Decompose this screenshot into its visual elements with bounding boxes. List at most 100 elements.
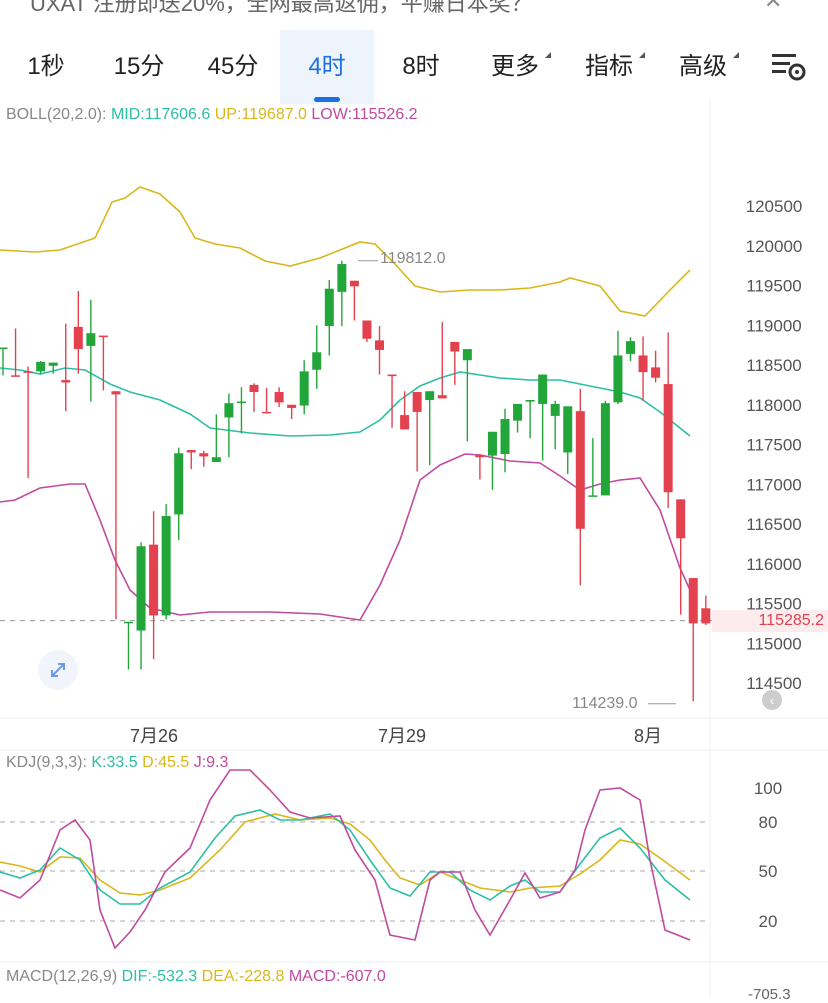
candle-body — [61, 380, 71, 383]
candle-body — [312, 352, 322, 370]
macd-dea: DEA:-228.8 — [201, 968, 285, 985]
boll-lower-line — [0, 453, 691, 621]
price-tick-label: 117500 — [746, 436, 801, 455]
candle-body — [136, 546, 146, 631]
tab-2[interactable]: 15分 — [92, 30, 186, 104]
candle-body — [211, 457, 221, 462]
kdj-tick-label: 80 — [759, 813, 778, 832]
candle-body — [23, 371, 33, 373]
candle-body — [124, 621, 133, 624]
candle-body — [362, 320, 372, 339]
candle-body — [462, 349, 472, 361]
candle-body — [324, 288, 334, 327]
kdj-legend: KDJ(9,3,3): K:33.5 D:45.5 J:9.3 — [6, 754, 228, 772]
candle-body — [186, 450, 196, 453]
candle-body — [626, 341, 635, 354]
candle-body — [287, 404, 297, 408]
price-tick-label: 116000 — [746, 555, 801, 574]
price-tick-label: 119000 — [746, 316, 801, 335]
price-tick-label: 115500 — [746, 595, 801, 614]
dropdown-icon — [639, 52, 645, 58]
price-tick-label: 120000 — [746, 237, 803, 256]
candle-body — [249, 384, 259, 393]
chart-settings-icon[interactable] — [770, 50, 808, 84]
boll-label: BOLL(20,2.0): — [6, 106, 107, 123]
kdj-tick-label: 100 — [754, 779, 782, 798]
tab-4[interactable]: 4时 — [280, 30, 374, 104]
candle-body — [98, 335, 108, 338]
candle-body — [149, 544, 159, 616]
boll-upper-line — [0, 186, 691, 317]
chart-canvas[interactable]: 120500 120000 119500 119000 118500 118000 1175… — [0, 100, 828, 997]
candle-body — [638, 355, 648, 373]
candle-body — [199, 453, 209, 457]
boll-mid: MID:117606.6 — [110, 106, 211, 123]
kdj-d: D:45.5 — [142, 754, 190, 771]
candle-body — [349, 280, 359, 287]
tab-label: 8时 — [402, 53, 440, 80]
candle-body — [387, 374, 397, 377]
candle-body — [11, 375, 21, 377]
boll-mid-line — [0, 367, 691, 437]
kdj-label: KDJ(9,3,3): — [6, 754, 87, 771]
tab-label: 高级 — [679, 52, 739, 80]
share-icon[interactable]: ✕ — [764, 0, 783, 13]
tab-3[interactable]: 45分 — [186, 30, 280, 104]
candle-body — [375, 340, 384, 350]
tab-8[interactable]: 高级 — [656, 30, 750, 104]
candle-body — [613, 355, 623, 403]
candle-body — [73, 326, 83, 350]
candle-body — [412, 392, 422, 412]
candle-body — [500, 419, 510, 455]
boll-up: UP:119687.0 — [214, 106, 307, 123]
kdj-tick-label: 50 — [759, 862, 778, 881]
candle-body — [400, 415, 410, 430]
tab-6[interactable]: 更多 — [468, 30, 562, 104]
dropdown-icon — [733, 52, 739, 58]
scroll-latest-icon[interactable]: ‹ — [762, 690, 782, 710]
candle-body — [337, 264, 347, 292]
expand-icon[interactable] — [38, 650, 78, 690]
dropdown-icon — [545, 52, 551, 58]
macd-dif: DIF:-532.3 — [121, 968, 198, 985]
candle-body — [487, 431, 497, 456]
macd-value: MACD:-607.0 — [288, 968, 386, 985]
candle-body — [475, 454, 485, 458]
tab-label: 4时 — [308, 53, 346, 80]
candle-body — [588, 495, 598, 497]
candle-body — [550, 403, 560, 416]
candle-body — [274, 392, 284, 403]
kdj-k: K:33.5 — [91, 754, 138, 771]
tab-1[interactable]: 1秒 — [0, 30, 92, 104]
candle-body — [174, 453, 184, 515]
candle-body — [299, 371, 309, 406]
candle-body — [224, 403, 234, 418]
date-tick-label: 7月26 — [130, 726, 178, 746]
candle-body — [86, 333, 96, 346]
candle-body — [525, 399, 535, 402]
candle-body — [701, 608, 711, 624]
tab-7[interactable]: 指标 — [562, 30, 656, 104]
price-tick-label: 117000 — [746, 475, 801, 494]
notification-title: UXAT 注册即送20%，全网最高返佣，平赚日本奖？ — [30, 0, 533, 16]
tab-label: 1秒 — [27, 53, 65, 80]
candle-body — [676, 499, 686, 539]
kdj-d-line — [0, 813, 691, 896]
candle-body — [161, 516, 171, 616]
candle-body — [563, 406, 573, 453]
candle-body — [513, 403, 523, 421]
candle-body — [36, 361, 46, 372]
price-tick-label: 115000 — [746, 634, 801, 653]
tab-label: 更多 — [491, 52, 551, 80]
candle-body — [111, 391, 121, 395]
macd-label: MACD(12,26,9) — [6, 968, 118, 985]
tab-label: 指标 — [585, 52, 645, 80]
candle-body — [538, 374, 548, 404]
candle-body — [688, 578, 698, 624]
kdj-j: J:9.3 — [193, 754, 229, 771]
candle-body — [450, 341, 460, 352]
tab-5[interactable]: 8时 — [374, 30, 468, 104]
price-tick-label: 114500 — [746, 674, 801, 693]
kdj-tick-label: 20 — [759, 912, 778, 931]
candle-body — [575, 411, 585, 529]
